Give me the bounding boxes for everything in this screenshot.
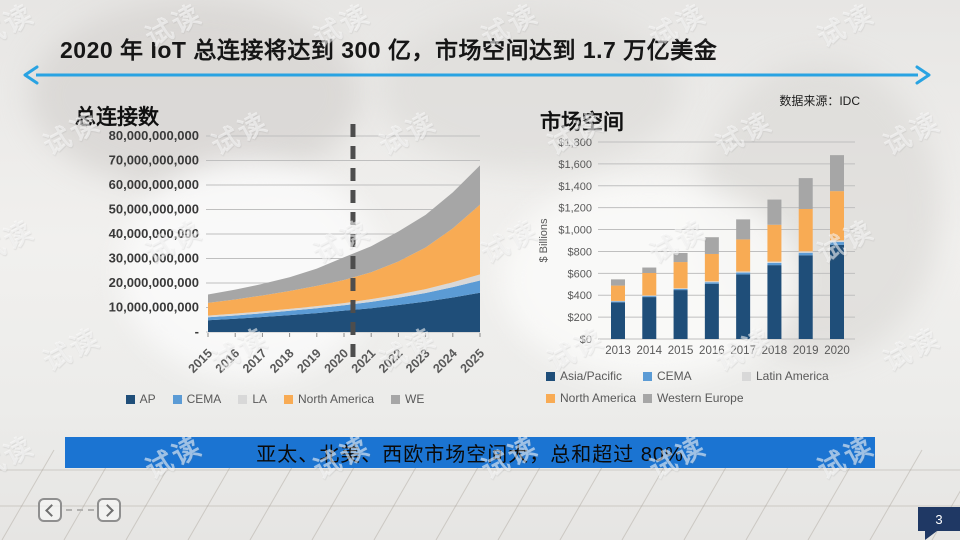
legend-item: North America [546, 391, 643, 405]
svg-text:2025: 2025 [458, 346, 488, 376]
legend-swatch [643, 371, 652, 381]
page-badge-tail [925, 531, 937, 540]
svg-text:$800: $800 [568, 246, 592, 258]
legend-item: Latin America [742, 369, 946, 383]
svg-text:$600: $600 [568, 268, 592, 280]
svg-text:20,000,000,000: 20,000,000,000 [109, 275, 199, 290]
page-number-badge: 3 [918, 507, 960, 531]
svg-text:2015: 2015 [186, 346, 216, 376]
svg-text:2023: 2023 [403, 346, 433, 376]
svg-text:50,000,000,000: 50,000,000,000 [109, 202, 199, 217]
legend-swatch [125, 394, 135, 404]
svg-text:30,000,000,000: 30,000,000,000 [109, 251, 199, 266]
svg-text:2017: 2017 [240, 346, 270, 376]
svg-text:2017: 2017 [730, 345, 756, 357]
legend-item: WE [391, 392, 424, 406]
svg-text:2019: 2019 [793, 345, 819, 357]
legend-item: North America [284, 392, 374, 406]
svg-text:2022: 2022 [376, 346, 406, 376]
svg-text:70,000,000,000: 70,000,000,000 [109, 153, 199, 168]
svg-text:2019: 2019 [294, 346, 324, 376]
svg-text:$0: $0 [580, 334, 592, 346]
svg-text:60,000,000,000: 60,000,000,000 [109, 177, 199, 192]
double-arrow-icon [23, 65, 931, 85]
svg-text:$400: $400 [568, 290, 592, 302]
svg-text:80,000,000,000: 80,000,000,000 [109, 128, 199, 143]
legend-swatch [546, 393, 555, 403]
svg-text:2016: 2016 [213, 346, 243, 376]
legend-label: North America [298, 392, 375, 406]
svg-text:2018: 2018 [267, 346, 297, 376]
key-message-banner: 亚太、北美、西欧市场空间大，总和超过 80% [65, 437, 875, 468]
market-chart-legend: Asia/Pacific CEMA Latin America North Ameri… [546, 369, 946, 405]
chevron-right-icon [101, 503, 114, 517]
legend-label: AP [139, 392, 156, 406]
legend-swatch [742, 371, 751, 381]
legend-item: AP [125, 392, 156, 406]
previous-slide-button[interactable] [38, 498, 62, 522]
svg-text:$1,000: $1,000 [558, 225, 592, 237]
legend-item: Asia/Pacific [546, 369, 643, 383]
legend-label: Western Europe [657, 391, 744, 405]
svg-text:2015: 2015 [668, 345, 694, 357]
svg-text:2018: 2018 [762, 345, 788, 357]
legend-label: Asia/Pacific [560, 369, 623, 383]
svg-text:2013: 2013 [605, 345, 631, 357]
nav-dashed-connector [66, 509, 94, 511]
svg-text:40,000,000,000: 40,000,000,000 [109, 226, 199, 241]
legend-label: WE [405, 392, 425, 406]
chevron-left-icon [45, 503, 58, 517]
connections-chart-legend: AP CEMA LA North America WE [60, 392, 490, 406]
connections-area-chart: - 10,000,000,000 20,000,000,000 30,000,000,… [109, 124, 488, 376]
page-title: 2020 年 IoT 总连接将达到 300 亿，市场空间达到 1.7 万亿美金 [60, 37, 718, 63]
legend-label: CEMA [186, 392, 222, 406]
legend-label: LA [252, 392, 267, 406]
legend-swatch [238, 394, 248, 404]
legend-swatch [391, 394, 401, 404]
connections-chart-title: 总连接数 [75, 106, 159, 129]
market-chart-title: 市场空间 [540, 111, 624, 134]
svg-text:$1,600: $1,600 [558, 159, 592, 171]
market-bar-chart: $0 $200 $400 $600 $800 $1,000 $1,200 $1,400 $1,6… [538, 137, 855, 357]
legend-label: CEMA [657, 369, 692, 383]
legend-swatch [643, 393, 652, 403]
legend-swatch [546, 371, 555, 381]
legend-label: Latin America [756, 369, 829, 383]
legend-item: CEMA [643, 369, 742, 383]
svg-text:2014: 2014 [636, 345, 662, 357]
svg-text:$200: $200 [568, 312, 592, 324]
legend-item: Western Europe [643, 391, 744, 405]
svg-text:$1,800: $1,800 [558, 137, 592, 149]
legend-swatch [284, 394, 293, 404]
svg-text:2016: 2016 [699, 345, 725, 357]
svg-text:2024: 2024 [430, 346, 460, 376]
svg-text:2020: 2020 [824, 345, 850, 357]
legend-swatch [172, 394, 182, 404]
next-slide-button[interactable] [97, 498, 121, 522]
legend-item: LA [238, 392, 267, 406]
watermark-text: 试读 [0, 430, 40, 486]
watermark-text: 试读 [0, 0, 40, 54]
svg-text:$1,200: $1,200 [558, 203, 592, 215]
watermark-text: 试读 [0, 214, 40, 270]
data-source-note: 数据来源：IDC [779, 94, 860, 108]
svg-text:-: - [195, 324, 199, 339]
svg-text:10,000,000,000: 10,000,000,000 [109, 300, 199, 315]
svg-text:2020: 2020 [322, 346, 352, 376]
svg-text:$1,400: $1,400 [558, 181, 592, 193]
legend-label: North America [560, 391, 637, 405]
legend-item: CEMA [172, 392, 222, 406]
svg-text:$ Billions: $ Billions [538, 218, 550, 263]
